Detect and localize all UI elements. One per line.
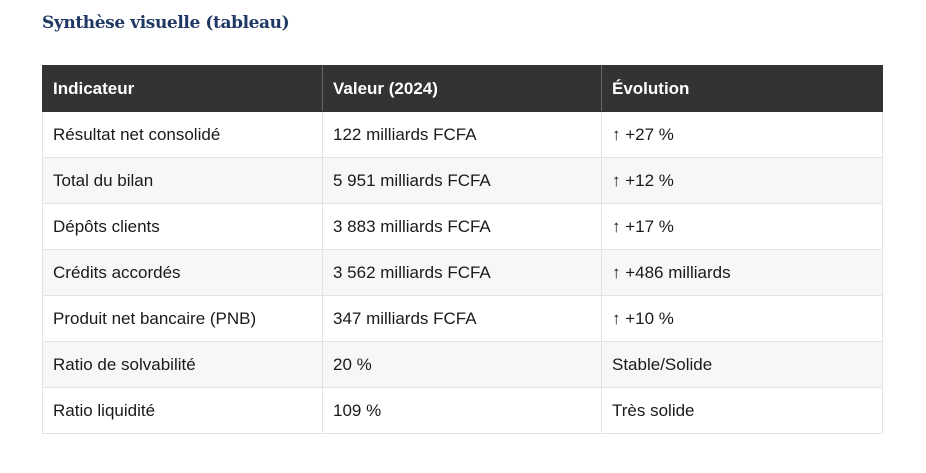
cell-indicateur: Produit net bancaire (PNB) bbox=[42, 295, 323, 342]
column-header-valeur: Valeur (2024) bbox=[322, 65, 602, 112]
cell-valeur: 3 883 milliards FCFA bbox=[322, 203, 602, 250]
table-row: Ratio liquidité 109 % Très solide bbox=[42, 387, 883, 434]
cell-indicateur: Crédits accordés bbox=[42, 249, 323, 296]
table-row: Produit net bancaire (PNB) 347 milliards… bbox=[42, 295, 883, 342]
cell-valeur: 3 562 milliards FCFA bbox=[322, 249, 602, 296]
table-row: Total du bilan 5 951 milliards FCFA ↑ +1… bbox=[42, 157, 883, 204]
cell-evolution: ↑ +27 % bbox=[601, 111, 883, 158]
cell-valeur: 5 951 milliards FCFA bbox=[322, 157, 602, 204]
cell-evolution: ↑ +17 % bbox=[601, 203, 883, 250]
column-header-evolution: Évolution bbox=[601, 65, 883, 112]
table-row: Ratio de solvabilité 20 % Stable/Solide bbox=[42, 341, 883, 388]
cell-indicateur: Ratio de solvabilité bbox=[42, 341, 323, 388]
cell-evolution: ↑ +486 milliards bbox=[601, 249, 883, 296]
cell-valeur: 122 milliards FCFA bbox=[322, 111, 602, 158]
cell-evolution: ↑ +10 % bbox=[601, 295, 883, 342]
page-title: Synthèse visuelle (tableau) bbox=[42, 13, 290, 33]
table-row: Résultat net consolidé 122 milliards FCF… bbox=[42, 111, 883, 158]
cell-indicateur: Ratio liquidité bbox=[42, 387, 323, 434]
table-header-row: Indicateur Valeur (2024) Évolution bbox=[42, 65, 883, 112]
cell-evolution: ↑ +12 % bbox=[601, 157, 883, 204]
cell-evolution: Stable/Solide bbox=[601, 341, 883, 388]
table-row: Crédits accordés 3 562 milliards FCFA ↑ … bbox=[42, 249, 883, 296]
cell-indicateur: Résultat net consolidé bbox=[42, 111, 323, 158]
cell-indicateur: Total du bilan bbox=[42, 157, 323, 204]
cell-valeur: 109 % bbox=[322, 387, 602, 434]
synthesis-table: Indicateur Valeur (2024) Évolution Résul… bbox=[42, 65, 883, 434]
table-row: Dépôts clients 3 883 milliards FCFA ↑ +1… bbox=[42, 203, 883, 250]
cell-valeur: 20 % bbox=[322, 341, 602, 388]
cell-indicateur: Dépôts clients bbox=[42, 203, 323, 250]
column-header-indicateur: Indicateur bbox=[42, 65, 323, 112]
cell-valeur: 347 milliards FCFA bbox=[322, 295, 602, 342]
cell-evolution: Très solide bbox=[601, 387, 883, 434]
